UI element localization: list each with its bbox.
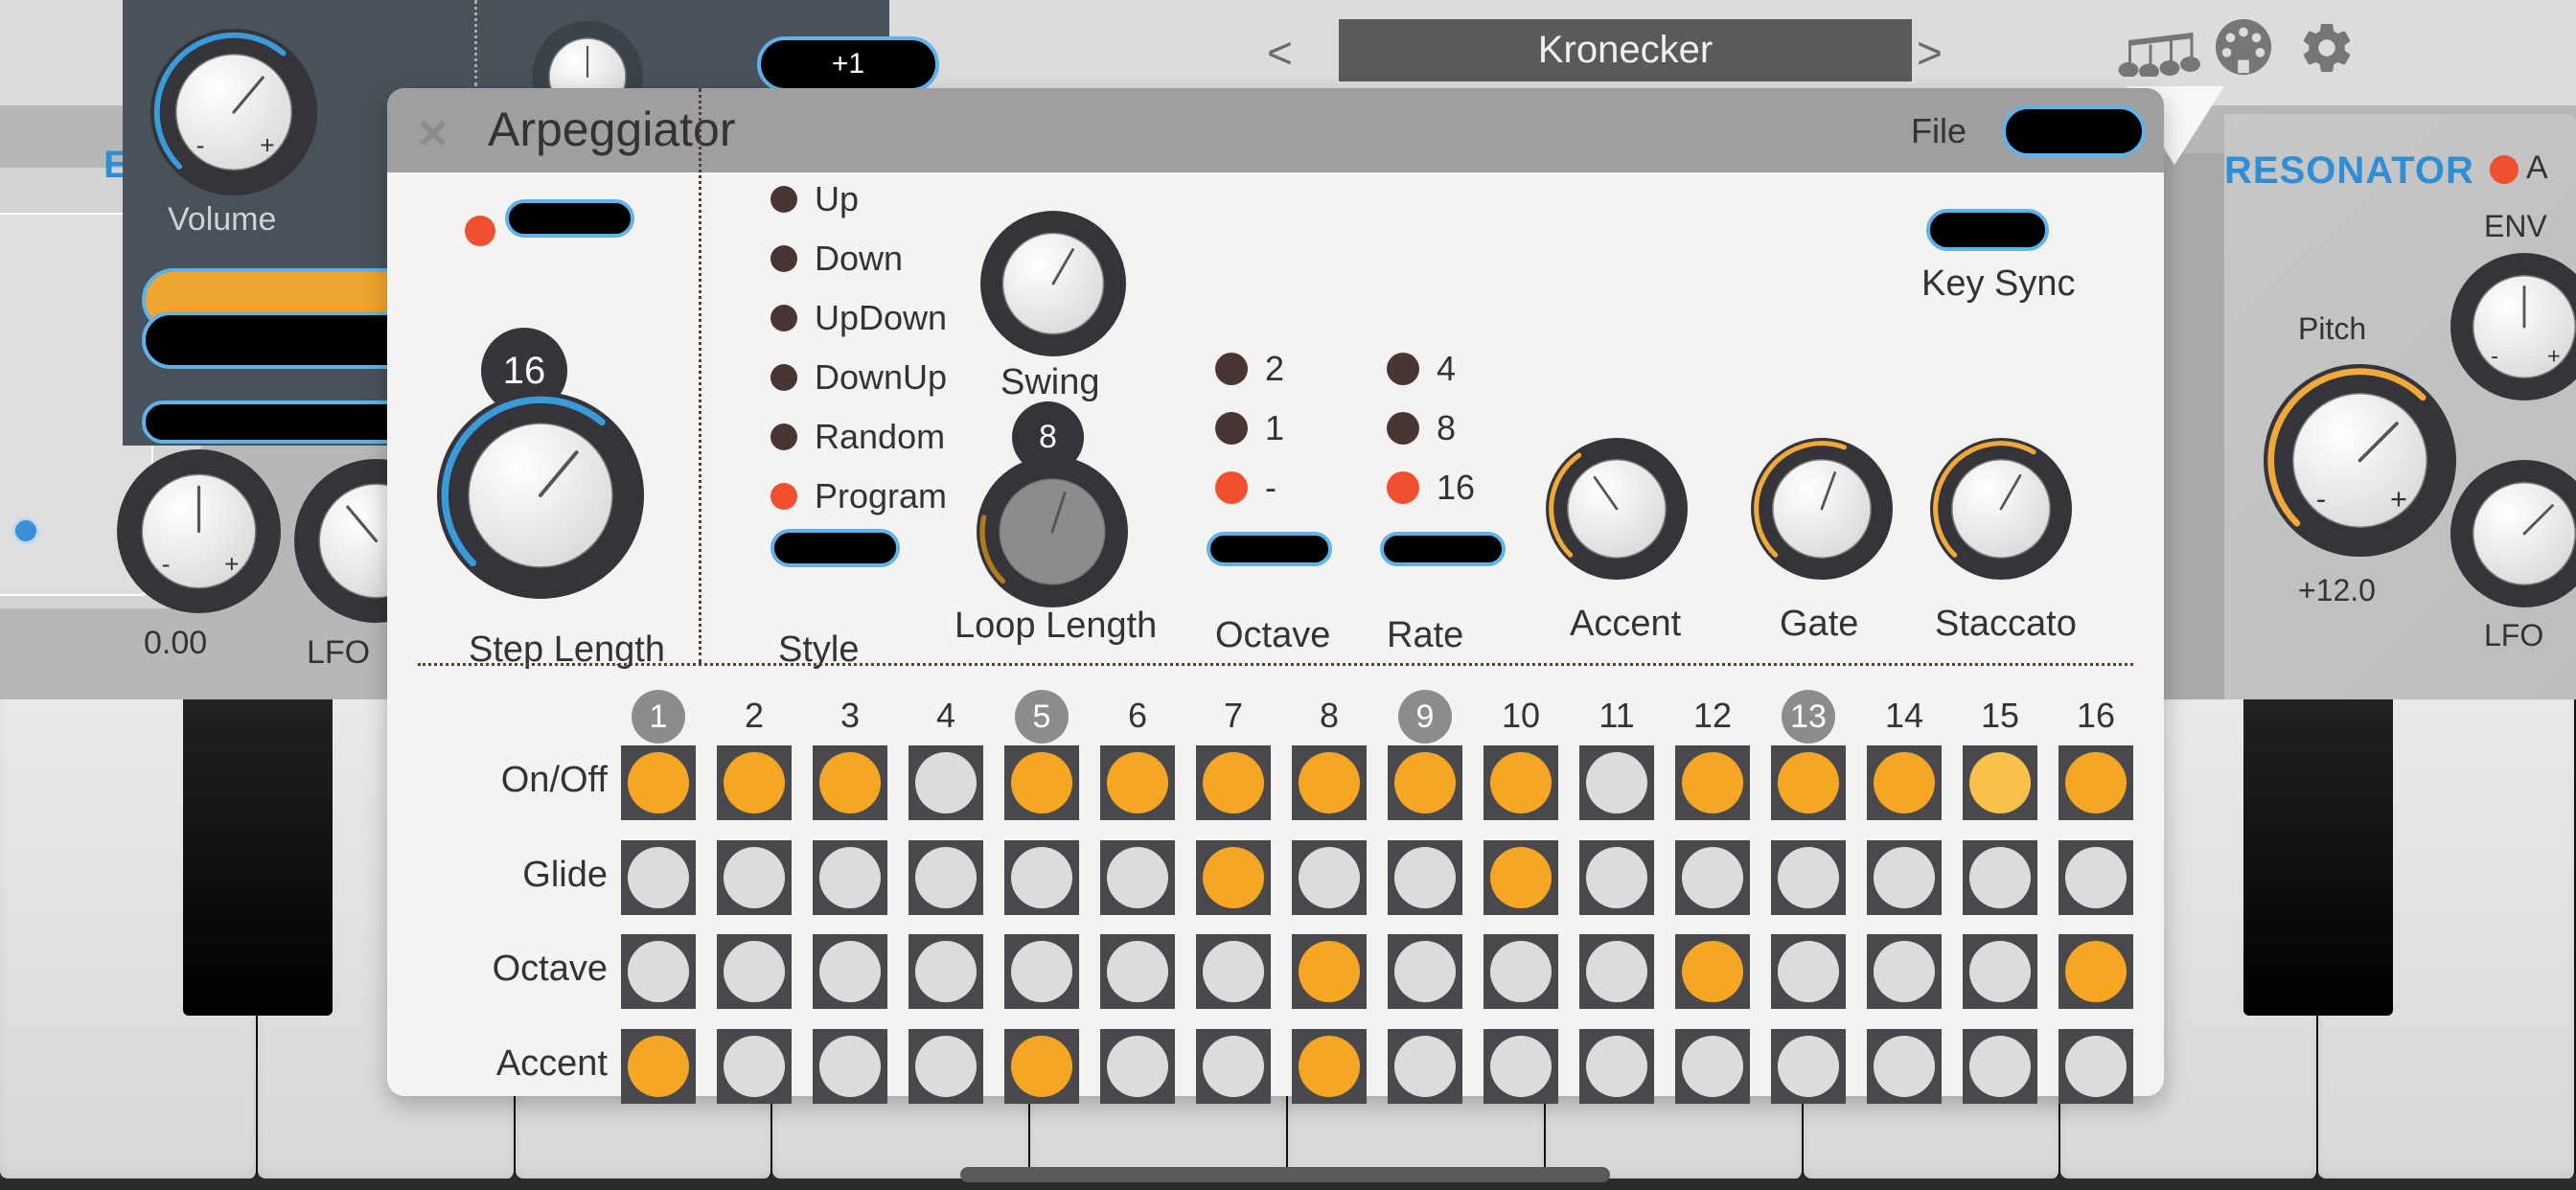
svg-text:-: -	[196, 131, 205, 160]
svg-text:-: -	[162, 549, 171, 578]
svg-text:-: -	[2491, 344, 2498, 369]
svg-text:+: +	[260, 131, 275, 160]
svg-text:+: +	[2547, 344, 2561, 369]
svg-text:+: +	[2390, 482, 2407, 515]
svg-text:+: +	[224, 549, 239, 578]
svg-text:-: -	[2316, 482, 2326, 515]
